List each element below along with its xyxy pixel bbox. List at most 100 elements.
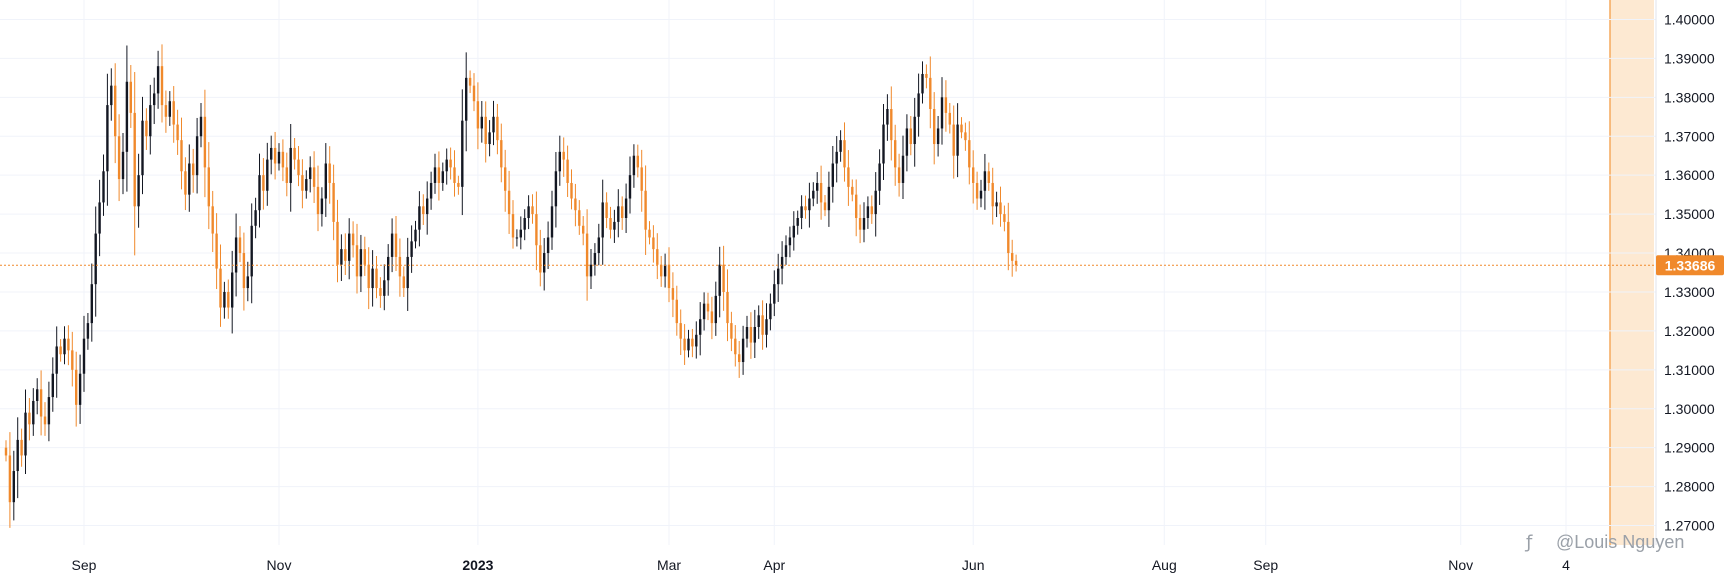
candle (16, 417, 19, 499)
candle (874, 172, 877, 237)
candle-body (219, 268, 222, 308)
candle (543, 238, 546, 291)
candle-body (121, 151, 125, 180)
candle (328, 146, 331, 204)
candle (870, 195, 873, 224)
candle (745, 315, 749, 348)
time-tick-label: Nov (267, 557, 292, 573)
candle-body (188, 163, 191, 195)
candle-body (722, 264, 725, 292)
candle-body (461, 120, 464, 187)
candle (309, 156, 312, 193)
candle-body (605, 202, 608, 218)
candle-body (320, 198, 324, 215)
candle (164, 90, 168, 133)
candle (301, 159, 304, 209)
candle-body (496, 116, 499, 141)
candle-body (90, 284, 93, 324)
candle (496, 103, 499, 155)
price-tick-label: 1.27000 (1664, 518, 1715, 534)
candle (843, 122, 846, 182)
candle (231, 250, 234, 334)
candle (102, 154, 105, 216)
candle (437, 151, 441, 201)
candle (429, 171, 433, 210)
price-tick-label: 1.31000 (1664, 362, 1715, 378)
candle (289, 123, 292, 212)
candle (983, 153, 987, 210)
candle-body (203, 116, 207, 168)
candle (960, 117, 963, 139)
candle (12, 450, 15, 521)
candle (266, 142, 269, 206)
candle-body (644, 190, 647, 230)
candle (640, 149, 643, 212)
candle (901, 135, 905, 200)
price-tick-label: 1.37000 (1664, 128, 1715, 144)
candle-body (293, 147, 296, 160)
candle-body (110, 85, 113, 106)
candle-body (780, 256, 784, 269)
candle-body (254, 210, 257, 226)
candle-body (211, 206, 214, 234)
candle-body (808, 198, 811, 211)
candle-body (176, 124, 179, 141)
candle (188, 144, 191, 212)
candle-body (78, 373, 82, 405)
candle (663, 253, 667, 288)
candle-body (500, 140, 503, 168)
candle (63, 326, 66, 365)
candle-body (55, 346, 58, 374)
candle (656, 233, 659, 280)
price-tick-label: 1.39000 (1664, 50, 1715, 66)
current-price-tag: 1.33686 (1656, 255, 1724, 276)
candle (964, 122, 967, 151)
candle-body (75, 369, 78, 405)
candle-body (948, 112, 951, 125)
candle (316, 165, 320, 232)
candle (1011, 239, 1014, 277)
candle (894, 124, 897, 186)
candle (769, 293, 772, 331)
candle-body (429, 182, 433, 199)
candle (82, 315, 86, 392)
candle-body (355, 245, 359, 277)
candle (94, 206, 97, 317)
candle (574, 183, 577, 227)
candle (855, 179, 858, 237)
candle-body (468, 77, 472, 86)
candle (554, 152, 558, 228)
candle (913, 97, 916, 167)
candle (679, 309, 682, 356)
time-tick-label: 2023 (462, 557, 493, 573)
candle (819, 165, 823, 220)
candle-body (866, 206, 870, 218)
candle (86, 312, 90, 350)
candle (426, 181, 429, 235)
candle-body (944, 97, 948, 113)
candle (20, 428, 23, 467)
candle (90, 263, 93, 342)
candle-body (519, 229, 522, 238)
candle (550, 190, 554, 250)
candle (866, 196, 870, 229)
candle (644, 165, 647, 255)
candle (500, 123, 503, 183)
candle-body (145, 120, 148, 137)
candle (129, 65, 132, 128)
candle (562, 137, 565, 177)
candle (465, 52, 468, 152)
candle-body (234, 237, 238, 273)
candle (117, 114, 121, 202)
candle-body (613, 221, 616, 230)
candle (390, 218, 394, 273)
candle (262, 158, 265, 210)
candle-body (983, 171, 987, 191)
candle (999, 186, 1002, 227)
candle (441, 162, 444, 191)
candle-body (582, 225, 585, 234)
time-axis[interactable]: Sep Nov 2023 Mar Apr Jun Aug Sep Nov 4 (72, 557, 1571, 573)
candle-body (32, 400, 35, 425)
candle-body (94, 233, 97, 285)
